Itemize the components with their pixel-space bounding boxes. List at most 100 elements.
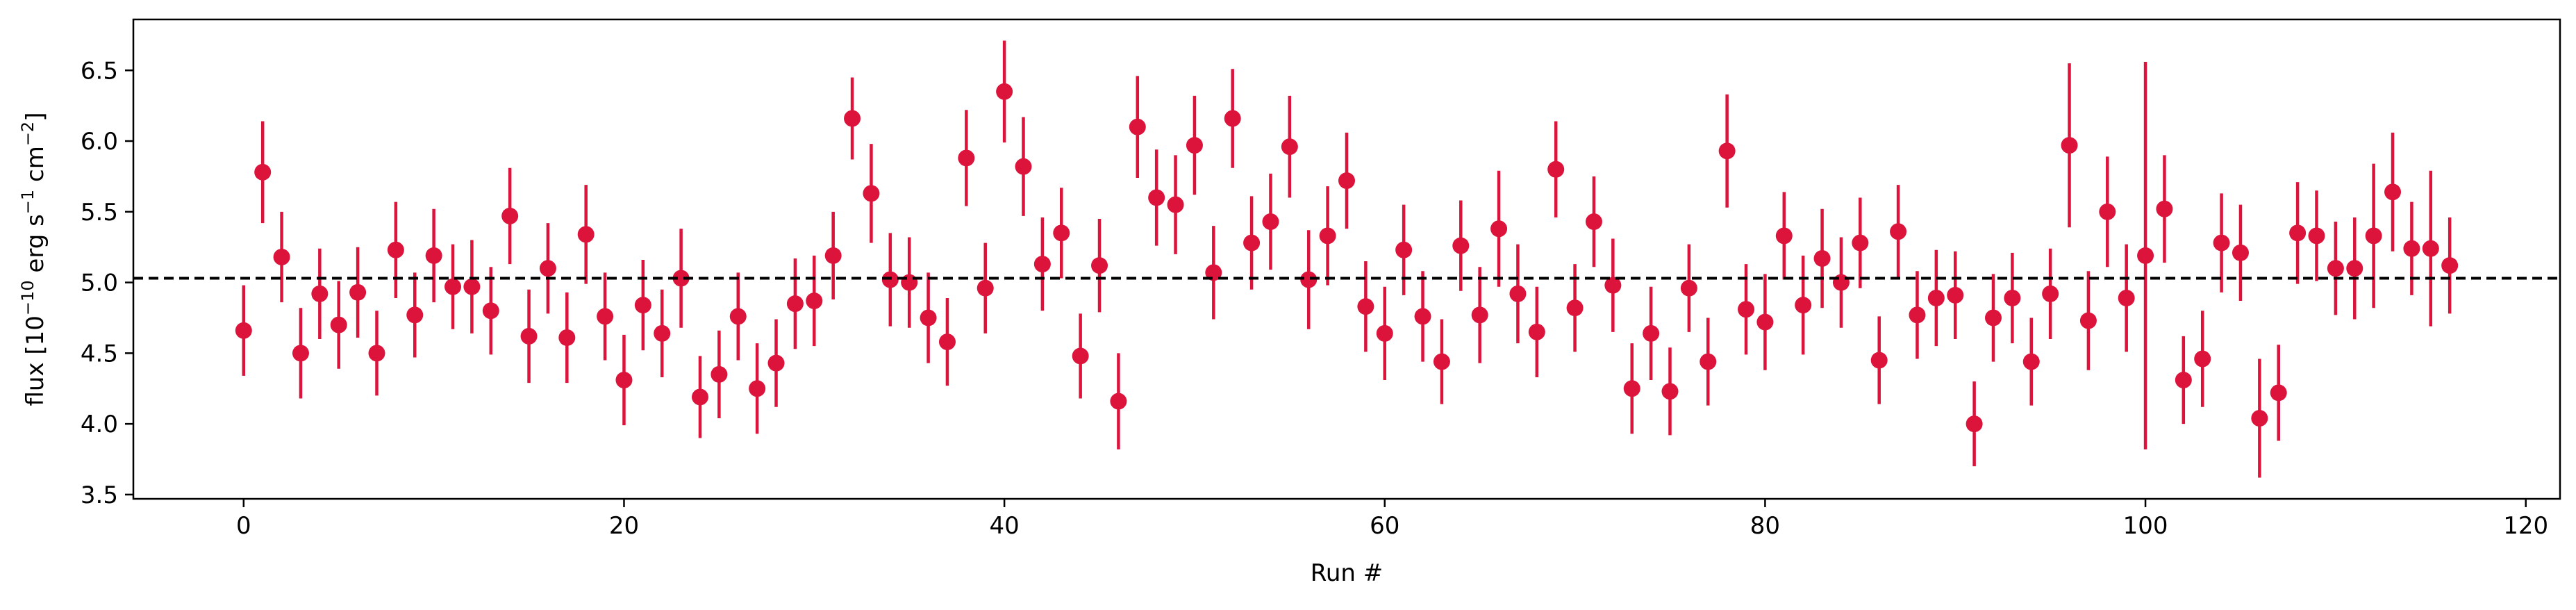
data-point xyxy=(2403,240,2420,257)
data-point xyxy=(615,372,633,389)
x-tick-label: 20 xyxy=(609,512,639,540)
data-point xyxy=(2308,227,2325,245)
data-point xyxy=(1852,234,1869,252)
data-point xyxy=(1718,142,1736,160)
data-point xyxy=(1604,277,1622,294)
data-point xyxy=(349,283,367,301)
data-point xyxy=(2384,183,2402,201)
data-point xyxy=(1471,306,1488,324)
data-point xyxy=(1414,308,1431,325)
data-point xyxy=(1528,323,1545,340)
data-point xyxy=(1756,313,1774,331)
data-point xyxy=(881,271,899,288)
data-point xyxy=(767,354,785,372)
data-point xyxy=(938,333,956,351)
data-point xyxy=(2004,289,2021,306)
data-point xyxy=(958,149,975,167)
data-point xyxy=(1585,213,1602,231)
data-point xyxy=(292,345,309,362)
data-point xyxy=(2213,234,2230,252)
data-point xyxy=(2289,224,2307,242)
data-points xyxy=(235,40,2459,478)
data-point xyxy=(691,388,708,406)
data-point xyxy=(729,308,747,325)
data-point xyxy=(501,207,519,224)
data-point xyxy=(1110,393,1127,410)
data-point xyxy=(2270,384,2287,402)
x-axis: 0 20 40 60 80 100 120 xyxy=(236,499,2548,540)
data-point xyxy=(1966,415,1983,433)
data-point xyxy=(977,279,994,297)
data-point xyxy=(2118,289,2135,306)
plot-frame xyxy=(132,18,2561,500)
data-point xyxy=(330,316,347,333)
data-point xyxy=(1205,264,1222,281)
data-point xyxy=(1947,286,1964,304)
data-point xyxy=(1985,309,2002,327)
data-point xyxy=(1148,189,1165,206)
data-point xyxy=(1376,324,1393,342)
data-point xyxy=(1300,271,1318,288)
data-point xyxy=(1700,353,1717,370)
data-point xyxy=(406,306,424,324)
data-point xyxy=(2175,372,2192,389)
data-point xyxy=(2365,227,2382,245)
data-point xyxy=(996,83,1013,100)
x-tick-label: 120 xyxy=(2503,512,2548,540)
data-point xyxy=(482,302,499,320)
data-point xyxy=(1795,297,1812,314)
data-point xyxy=(597,308,614,325)
data-point xyxy=(2061,137,2078,154)
data-point xyxy=(1927,289,1945,306)
data-point xyxy=(863,185,880,202)
data-point xyxy=(1643,324,1660,342)
data-point xyxy=(1738,301,1755,318)
data-point xyxy=(806,292,823,310)
data-point xyxy=(1357,298,1374,315)
data-point xyxy=(387,241,404,258)
data-point xyxy=(273,248,290,265)
data-point xyxy=(2137,247,2154,264)
data-point xyxy=(2022,353,2040,370)
y-tick-label: 4.5 xyxy=(81,340,118,368)
x-tick-label: 80 xyxy=(1750,512,1780,540)
data-point xyxy=(1033,256,1051,273)
data-point xyxy=(2194,350,2211,368)
data-point xyxy=(1832,274,1850,291)
data-point xyxy=(1680,279,1697,297)
data-point xyxy=(539,260,556,277)
data-point xyxy=(2251,409,2268,427)
data-point xyxy=(1909,306,1926,324)
y-tick-label: 5.5 xyxy=(81,199,118,226)
data-point xyxy=(2346,260,2363,277)
data-point xyxy=(1395,241,1413,258)
data-point xyxy=(634,297,651,314)
data-point xyxy=(1547,160,1565,178)
data-point xyxy=(444,278,462,295)
y-tick-label: 4.0 xyxy=(81,411,118,438)
data-point xyxy=(1661,383,1679,400)
data-point xyxy=(901,274,918,291)
data-point xyxy=(577,226,595,243)
x-tick-label: 60 xyxy=(1370,512,1399,540)
data-point xyxy=(672,270,690,287)
data-point xyxy=(1490,220,1508,238)
data-point xyxy=(1243,234,1261,252)
data-point xyxy=(1072,347,1089,365)
data-point xyxy=(1433,353,1450,370)
x-tick-label: 100 xyxy=(2123,512,2168,540)
data-point xyxy=(2079,312,2097,329)
data-point xyxy=(1890,223,1907,240)
data-point xyxy=(1623,380,1640,397)
data-point xyxy=(1186,137,1203,154)
data-point xyxy=(1338,172,1355,190)
y-axis: 3.5 4.0 4.5 5.0 5.5 6.0 6.5 xyxy=(81,57,133,509)
data-point xyxy=(1319,227,1336,245)
x-tick-label: 0 xyxy=(236,512,251,540)
data-point xyxy=(844,110,861,127)
data-point xyxy=(1509,285,1527,302)
data-point xyxy=(2441,257,2459,274)
y-tick-label: 6.5 xyxy=(81,57,118,85)
data-point xyxy=(1015,158,1032,175)
